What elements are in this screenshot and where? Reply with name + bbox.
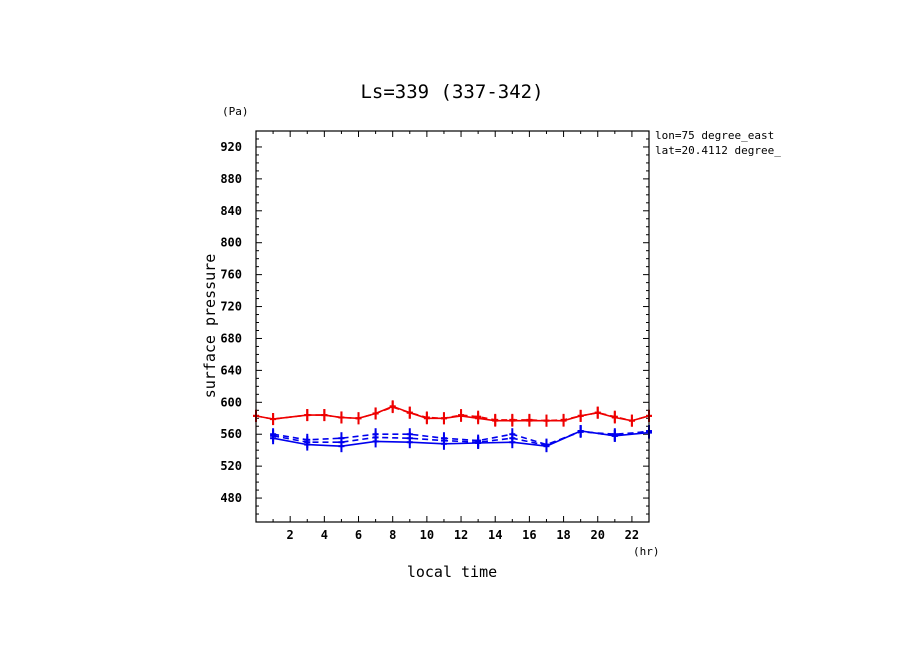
series-line-0 <box>255 405 650 422</box>
data-point-4 <box>372 431 379 444</box>
data-point-4 <box>304 436 311 449</box>
plot-area <box>253 131 652 522</box>
x-tick-label: 6 <box>355 528 362 542</box>
y-tick-label: 800 <box>220 236 242 250</box>
data-point-1 <box>526 413 533 426</box>
x-unit-label: (hr) <box>633 545 660 558</box>
annotation-lon: lon=75 degree_east <box>655 129 774 142</box>
series-line-4 <box>272 430 650 447</box>
data-point-4 <box>406 432 413 445</box>
data-point-1 <box>372 407 379 420</box>
x-tick-label: 12 <box>454 528 468 542</box>
y-tick-label: 880 <box>220 172 242 186</box>
data-point-4 <box>611 429 618 442</box>
data-point-1 <box>270 413 277 426</box>
x-tick-label: 10 <box>420 528 434 542</box>
data-point-1 <box>406 406 413 419</box>
data-point-1 <box>509 413 516 426</box>
data-point-1 <box>543 414 550 427</box>
x-tick-label: 22 <box>625 528 639 542</box>
series-line-2 <box>272 430 650 448</box>
data-point-1 <box>389 401 396 414</box>
data-point-1 <box>560 413 567 426</box>
data-point-4 <box>577 425 584 438</box>
data-point-4 <box>509 432 516 445</box>
y-tick-label: 600 <box>220 395 242 409</box>
chart-title: Ls=339 (337-342) <box>360 81 543 103</box>
x-tick-label: 18 <box>556 528 570 542</box>
y-tick-label: 840 <box>220 204 242 218</box>
annotation-lat: lat=20.4112 degree_ <box>655 144 781 157</box>
data-point-1 <box>594 406 601 419</box>
plot-frame <box>255 130 650 523</box>
data-point-4 <box>475 436 482 449</box>
y-tick-label: 640 <box>220 363 242 377</box>
data-point-1 <box>611 410 618 423</box>
data-point-1 <box>304 409 311 422</box>
y-tick-label: 480 <box>220 491 242 505</box>
y-tick-label: 680 <box>220 331 242 345</box>
y-axis-title: surface pressure <box>201 254 219 399</box>
y-tick-label: 920 <box>220 140 242 154</box>
x-tick-label: 16 <box>522 528 536 542</box>
y-unit-label: (Pa) <box>222 105 249 118</box>
data-point-1 <box>355 412 362 425</box>
x-tick-label: 14 <box>488 528 502 542</box>
data-point-4 <box>543 439 550 452</box>
data-point-1 <box>475 410 482 423</box>
data-point-1 <box>628 414 635 427</box>
y-tick-label: 560 <box>220 427 242 441</box>
data-point-4 <box>440 434 447 447</box>
data-point-4 <box>338 436 345 449</box>
data-point-1 <box>577 409 584 422</box>
x-tick-label: 8 <box>389 528 396 542</box>
data-point-1 <box>321 409 328 422</box>
data-point-1 <box>338 411 345 424</box>
data-point-1 <box>492 413 499 426</box>
data-point-1 <box>440 412 447 425</box>
series-line-3 <box>272 430 650 446</box>
x-tick-label: 2 <box>287 528 294 542</box>
x-tick-label: 20 <box>591 528 605 542</box>
y-tick-label: 720 <box>220 300 242 314</box>
data-point-4 <box>270 429 277 442</box>
y-tick-label: 760 <box>220 268 242 282</box>
x-tick-label: 4 <box>321 528 328 542</box>
data-point-1 <box>423 411 430 424</box>
x-axis-title: local time <box>407 563 497 581</box>
y-tick-label: 520 <box>220 459 242 473</box>
series-line-1 <box>255 406 650 422</box>
data-point-1 <box>458 409 465 422</box>
